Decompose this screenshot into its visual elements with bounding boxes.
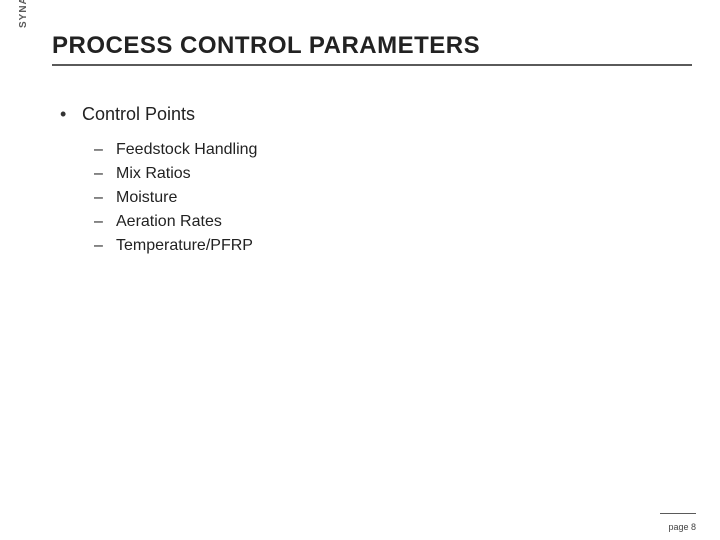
- page-title: PROCESS CONTROL PARAMETERS: [52, 32, 480, 60]
- bullet-level2: –: [94, 141, 116, 159]
- list-item-level2-label: Temperature/PFRP: [116, 237, 253, 255]
- list-item-level1: • Control Points: [60, 104, 257, 125]
- bullet-level2: –: [94, 165, 116, 183]
- list-level2: – Feedstock Handling – Mix Ratios – Mois…: [94, 141, 257, 255]
- page-number: page 8: [668, 522, 696, 532]
- list-item-level2-label: Feedstock Handling: [116, 141, 257, 159]
- brand-logo: SYNAGRO: [18, 0, 29, 28]
- brand-logo-main: SYNAGR: [18, 0, 29, 28]
- list-item-level2: – Temperature/PFRP: [94, 237, 257, 255]
- content-block: • Control Points – Feedstock Handling – …: [60, 104, 257, 261]
- list-item-level1-label: Control Points: [82, 104, 195, 125]
- footer-rule: [660, 513, 696, 514]
- list-item-level2: – Aeration Rates: [94, 213, 257, 231]
- list-item-level2: – Mix Ratios: [94, 165, 257, 183]
- list-item-level2-label: Mix Ratios: [116, 165, 191, 183]
- bullet-level1: •: [60, 104, 82, 125]
- bullet-level2: –: [94, 213, 116, 231]
- bullet-level2: –: [94, 237, 116, 255]
- list-item-level2: – Feedstock Handling: [94, 141, 257, 159]
- title-underline: [52, 64, 692, 66]
- slide: SYNAGRO PROCESS CONTROL PARAMETERS • Con…: [0, 0, 720, 540]
- bullet-level2: –: [94, 189, 116, 207]
- list-item-level2: – Moisture: [94, 189, 257, 207]
- list-item-level2-label: Aeration Rates: [116, 213, 222, 231]
- list-item-level2-label: Moisture: [116, 189, 177, 207]
